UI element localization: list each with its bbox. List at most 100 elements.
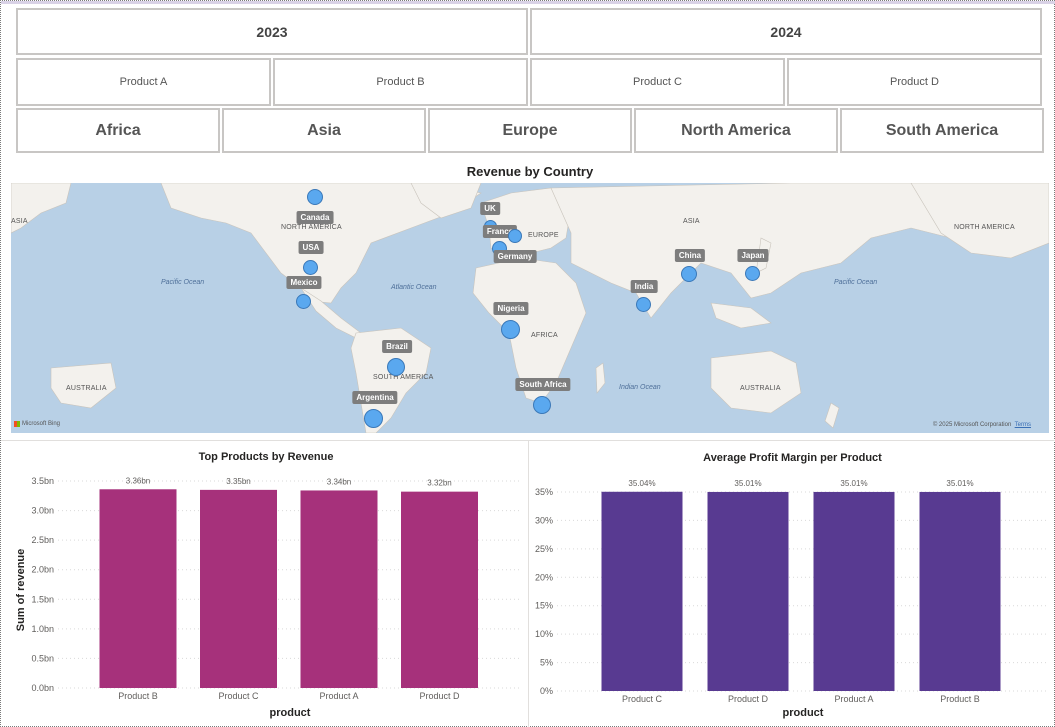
x-axis-title: product — [269, 707, 311, 719]
x-tick-label: Product D — [419, 691, 460, 701]
slicer-region-north-america[interactable]: North America — [634, 108, 838, 153]
chart-plot: 0.0bn 0.5bn 1.0bn 1.5bn 2.0bn 2.5bn 3.0bn 3.5bn… — [31, 476, 521, 701]
bar[interactable] — [200, 489, 277, 688]
map-pin-mexico[interactable] — [296, 294, 311, 309]
bar[interactable] — [919, 491, 1001, 691]
slicer-region-asia[interactable]: Asia — [222, 108, 426, 153]
x-axis-title: product — [782, 707, 824, 719]
y-tick-label: 0.0bn — [31, 683, 54, 693]
bar[interactable] — [99, 489, 177, 688]
pin-label-nigeria: Nigeria — [493, 302, 529, 315]
continent-label: SOUTH AMERICA — [373, 374, 434, 381]
slicer-region-south-america[interactable]: South America — [840, 108, 1044, 153]
map-pin-argentina[interactable] — [364, 409, 383, 428]
divider — [1, 440, 1055, 441]
map-land — [11, 183, 1049, 433]
slicer-region-africa[interactable]: Africa — [16, 108, 220, 153]
ocean-label: Pacific Ocean — [161, 279, 205, 286]
profit-margin-chart[interactable]: Average Profit Margin per Product produc… — [529, 441, 1055, 727]
data-label: 35.01% — [946, 479, 973, 488]
y-tick-label: 1.0bn — [31, 624, 54, 634]
x-tick-label: Product B — [118, 691, 158, 701]
map-pin-nigeria[interactable] — [501, 320, 520, 339]
bar[interactable] — [300, 490, 378, 688]
pin-label-canada: Canada — [296, 211, 334, 224]
data-label: 3.32bn — [427, 479, 451, 488]
map-attribution: © 2025 Microsoft Corporation Terms — [932, 422, 1031, 428]
year-slicer: 2023 2024 — [16, 8, 1042, 55]
bar[interactable] — [401, 491, 478, 688]
y-tick-label: 20% — [535, 572, 553, 582]
pin-label-argentina: Argentina — [352, 391, 398, 404]
y-tick-label: 25% — [535, 544, 553, 554]
data-label: 3.36bn — [126, 476, 150, 485]
y-tick-label: 5% — [540, 658, 553, 668]
x-tick-label: Product D — [728, 694, 769, 704]
bar[interactable] — [813, 491, 895, 691]
y-tick-label: 3.0bn — [31, 506, 54, 516]
slicer-product-a[interactable]: Product A — [16, 58, 271, 106]
y-tick-label: 2.0bn — [31, 565, 54, 575]
y-tick-label: 2.5bn — [31, 535, 54, 545]
top-products-chart[interactable]: Top Products by Revenue Sum of revenue p… — [1, 441, 528, 727]
map-pin-japan[interactable] — [745, 266, 760, 281]
map-pin-south-africa[interactable] — [533, 396, 551, 414]
data-label: 35.01% — [840, 479, 867, 488]
chart-plot: 0% 5% 10% 15% 20% 25% 30% 35% 35.04% Product C 35.… — [535, 479, 1049, 704]
y-tick-label: 15% — [535, 601, 553, 611]
continent-label: NORTH AMERICA — [954, 224, 1015, 231]
data-label: 35.01% — [734, 479, 761, 488]
map-pin-france[interactable] — [508, 229, 522, 243]
map-pin-china[interactable] — [681, 266, 697, 282]
continent-label: AUSTRALIA — [740, 385, 781, 392]
x-tick-label: Product A — [319, 691, 358, 701]
slicer-product-d[interactable]: Product D — [787, 58, 1042, 106]
slicer-year-2024[interactable]: 2024 — [530, 8, 1042, 55]
data-label: 35.04% — [628, 479, 655, 488]
map-pin-india[interactable] — [636, 297, 651, 312]
data-label: 3.34bn — [327, 477, 351, 486]
continent-label: ASIA — [683, 218, 700, 225]
slicer-region-europe[interactable]: Europe — [428, 108, 632, 153]
pin-label-brazil: Brazil — [382, 340, 412, 353]
y-tick-label: 10% — [535, 629, 553, 639]
pin-label-germany: Germany — [493, 250, 537, 263]
x-tick-label: Product B — [940, 694, 980, 704]
pin-label-usa: USA — [298, 241, 324, 254]
slicer-year-2023[interactable]: 2023 — [16, 8, 528, 55]
y-tick-label: 3.5bn — [31, 476, 54, 486]
pin-label-china: China — [674, 249, 706, 262]
slicer-product-c[interactable]: Product C — [530, 58, 785, 106]
divider — [528, 441, 529, 727]
revenue-map[interactable]: ASIA NORTH AMERICA EUROPE ASIA NORTH AME… — [11, 183, 1049, 433]
map-pin-brazil[interactable] — [387, 358, 405, 376]
x-tick-label: Product A — [834, 694, 873, 704]
y-tick-label: 30% — [535, 515, 553, 525]
continent-label: AFRICA — [531, 332, 558, 339]
pin-label-india: India — [630, 280, 658, 293]
slicer-product-b[interactable]: Product B — [273, 58, 528, 106]
map-title: Revenue by Country — [466, 164, 594, 179]
map-pin-canada[interactable] — [307, 189, 323, 205]
continent-label: ASIA — [11, 218, 28, 225]
ocean-label: Indian Ocean — [619, 384, 661, 391]
y-tick-label: 0% — [540, 686, 553, 696]
continent-label: NORTH AMERICA — [281, 224, 342, 231]
pin-label-uk: UK — [480, 202, 500, 215]
chart-title: Top Products by Revenue — [198, 451, 334, 463]
bar[interactable] — [601, 491, 683, 691]
data-label: 3.35bn — [226, 477, 250, 486]
y-tick-label: 0.5bn — [31, 653, 54, 663]
product-slicer: Product A Product B Product C Product D — [16, 58, 1042, 106]
x-tick-label: Product C — [622, 694, 663, 704]
map-pin-usa[interactable] — [303, 260, 318, 275]
pin-label-south-africa: South Africa — [515, 378, 571, 391]
pin-label-mexico: Mexico — [286, 276, 322, 289]
terms-link[interactable]: Terms — [1014, 422, 1031, 428]
continent-label: AUSTRALIA — [66, 385, 107, 392]
ocean-label: Atlantic Ocean — [391, 284, 437, 291]
y-tick-label: 1.5bn — [31, 594, 54, 604]
bar[interactable] — [707, 491, 789, 691]
bing-logo: Microsoft Bing — [14, 421, 60, 427]
